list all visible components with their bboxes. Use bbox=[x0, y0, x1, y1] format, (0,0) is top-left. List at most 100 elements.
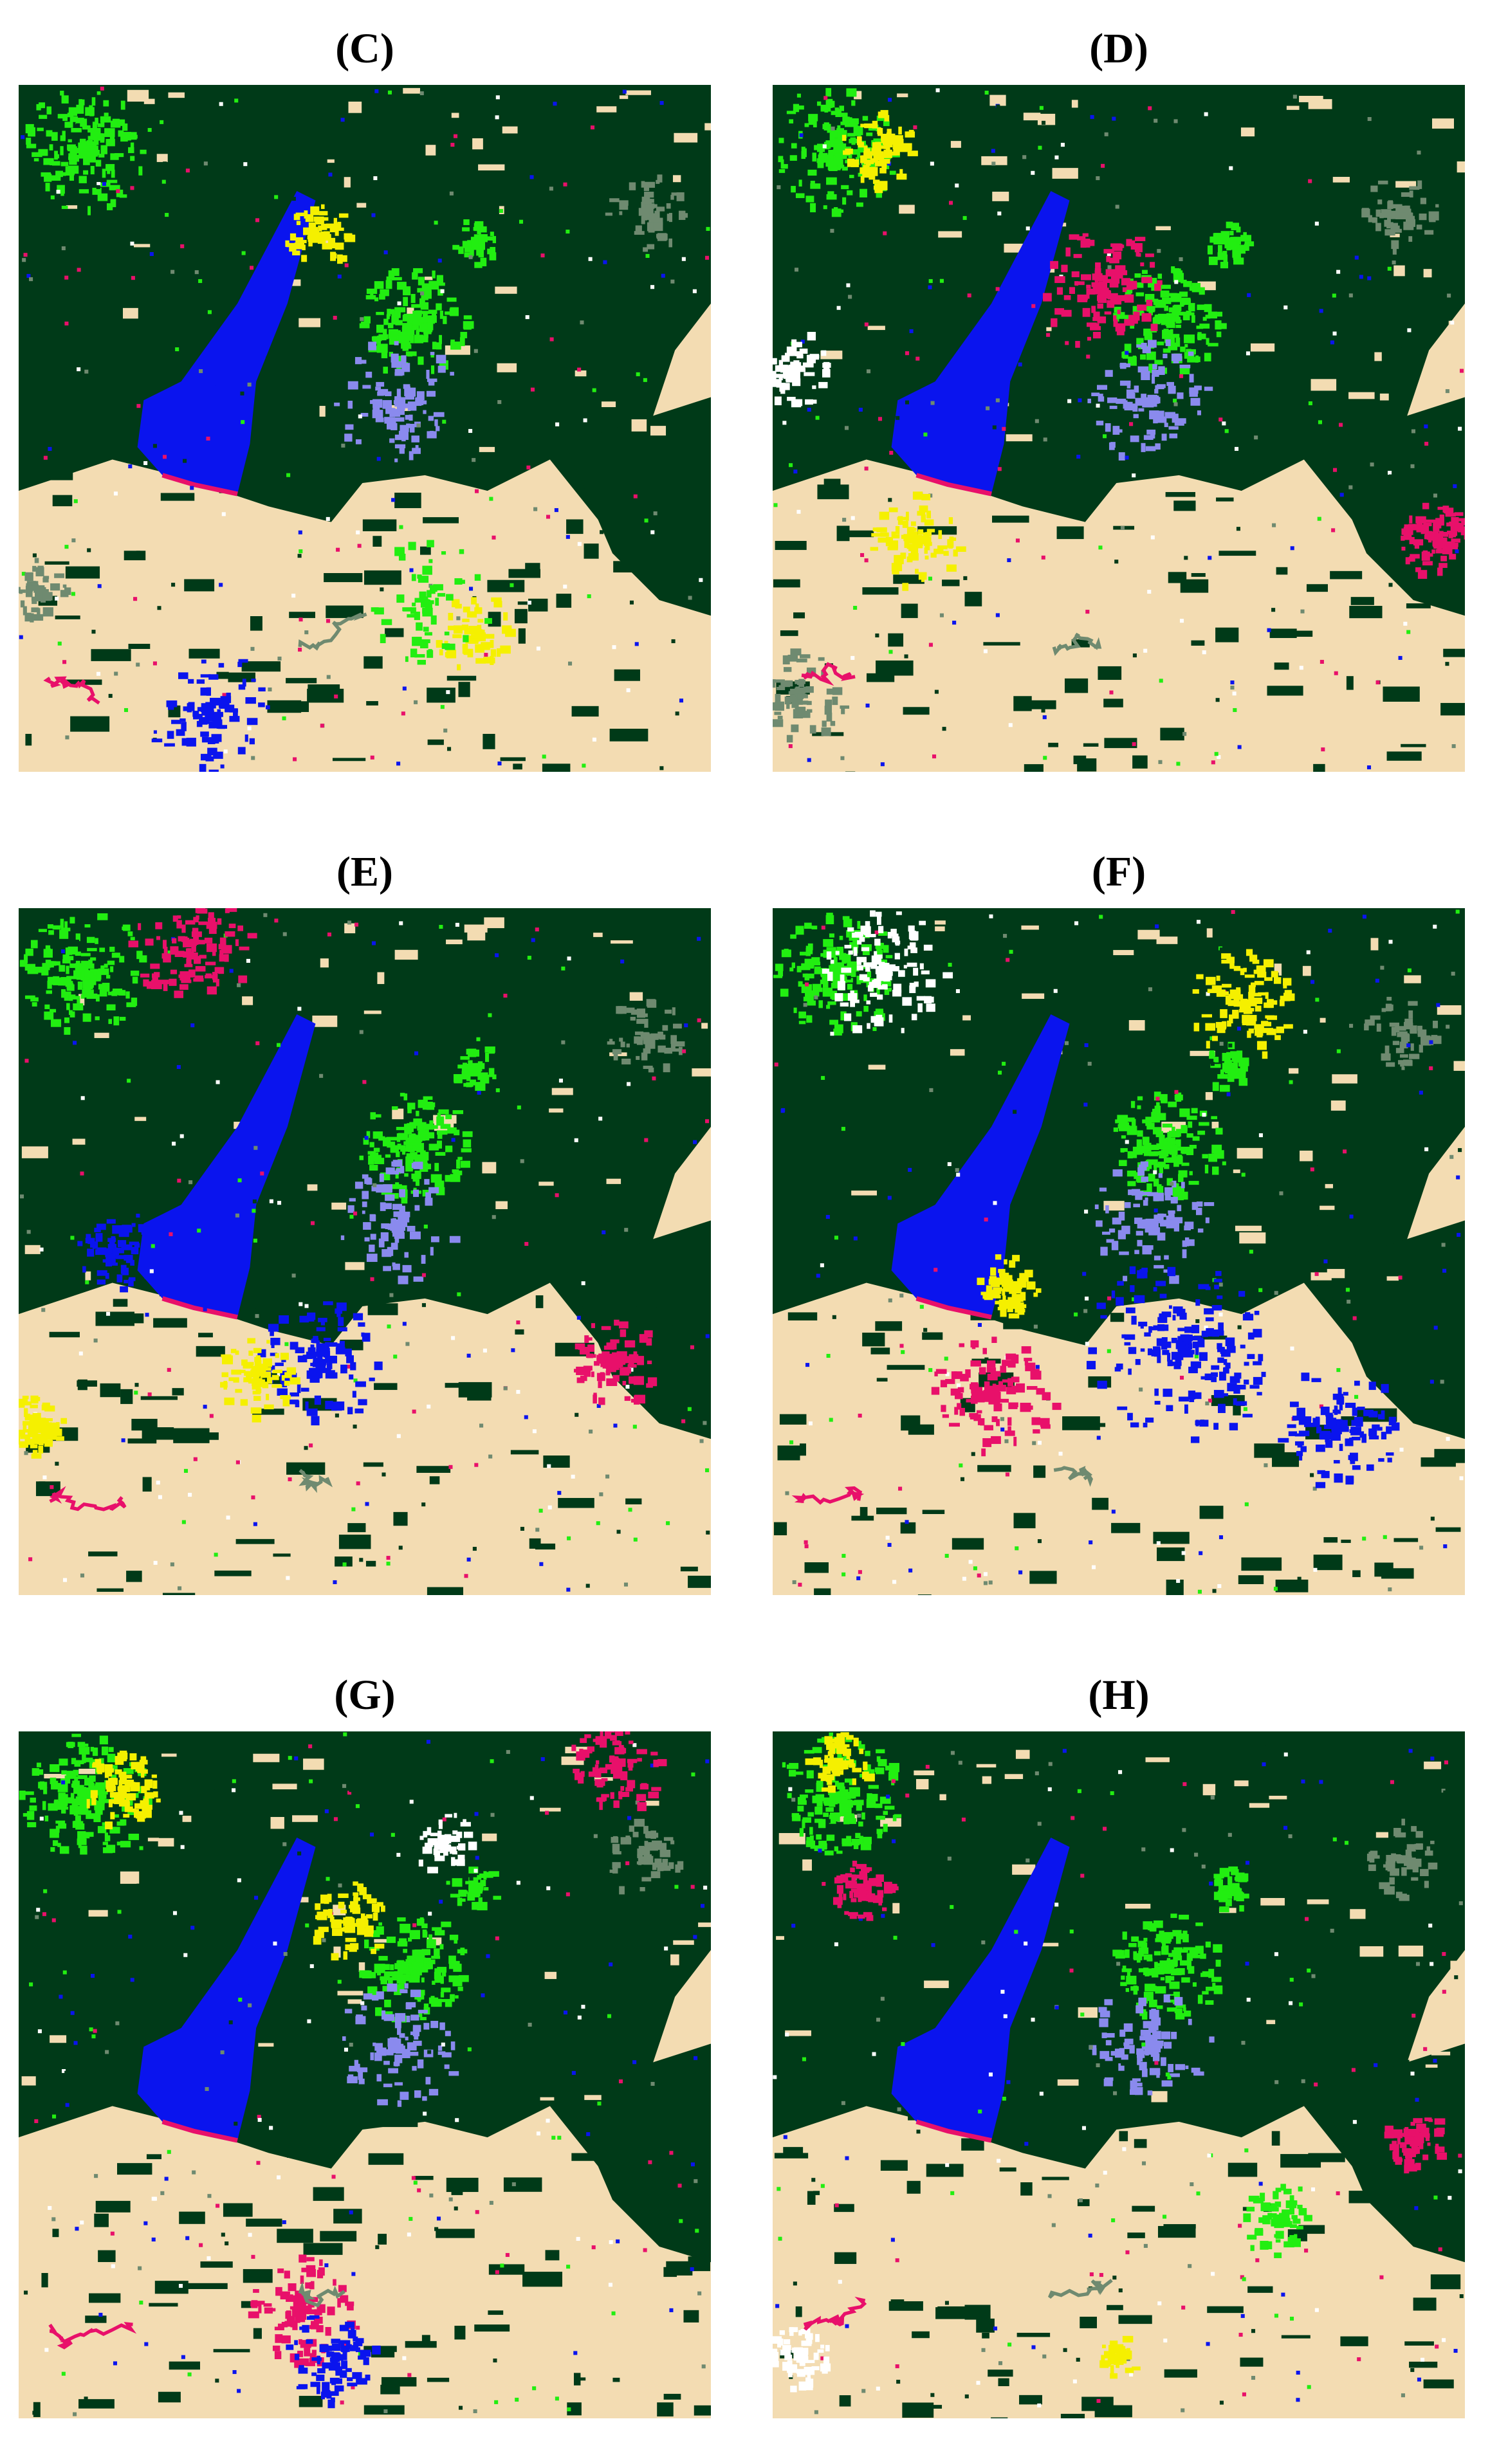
meadow bbox=[427, 322, 434, 331]
land-cover-pixel bbox=[1230, 680, 1235, 685]
clearing bbox=[407, 307, 414, 319]
class-patch bbox=[484, 634, 495, 639]
river bbox=[299, 1468, 333, 1493]
meadow bbox=[775, 963, 784, 971]
land-cover-pixel bbox=[1354, 1394, 1359, 1399]
meadow bbox=[1179, 291, 1188, 297]
settlement bbox=[376, 381, 385, 387]
land-cover-pixel bbox=[777, 185, 781, 190]
meadow bbox=[445, 1114, 452, 1120]
meadow bbox=[1172, 308, 1181, 316]
meadow bbox=[414, 1140, 419, 1149]
class-patch bbox=[1145, 253, 1154, 257]
land-cover-pixel bbox=[1125, 351, 1129, 355]
land-cover-pixel bbox=[690, 1345, 695, 1349]
meadow bbox=[842, 916, 850, 920]
class-patch bbox=[1442, 545, 1453, 554]
urban bbox=[1417, 180, 1422, 189]
land-cover-pixel bbox=[1147, 589, 1152, 594]
meadow bbox=[26, 143, 37, 149]
land-cover-pixel bbox=[858, 1413, 862, 1418]
meadow bbox=[373, 1147, 380, 1153]
meadow bbox=[849, 118, 859, 124]
forest-patch bbox=[779, 1414, 807, 1425]
class-patch bbox=[155, 922, 163, 929]
land-cover-pixel bbox=[342, 1562, 347, 1567]
land-cover-pixel bbox=[1184, 556, 1188, 560]
class-patch bbox=[210, 702, 216, 709]
class-patch bbox=[1440, 556, 1448, 561]
land-cover-pixel bbox=[703, 1421, 707, 1425]
class-patch bbox=[644, 1330, 653, 1338]
land-cover-pixel bbox=[1143, 648, 1148, 653]
meadow bbox=[834, 969, 845, 974]
class-patch bbox=[481, 642, 490, 650]
land-cover-pixel bbox=[252, 1199, 257, 1203]
meadow bbox=[427, 315, 437, 323]
class-patch bbox=[452, 599, 460, 608]
meadow bbox=[807, 943, 813, 951]
class-patch bbox=[490, 639, 494, 648]
meadow bbox=[416, 330, 420, 339]
clearing bbox=[692, 1068, 711, 1077]
class-patch bbox=[427, 540, 434, 547]
meadow bbox=[1172, 1186, 1181, 1196]
map-panel: (E) bbox=[19, 830, 711, 1595]
settlement bbox=[378, 1238, 385, 1248]
land-cover-pixel bbox=[284, 1342, 289, 1346]
forest-patch bbox=[1383, 686, 1420, 702]
class-patch bbox=[247, 1338, 255, 1344]
lake-shore bbox=[161, 1296, 238, 1320]
meadow bbox=[366, 288, 378, 295]
meadow bbox=[1236, 226, 1241, 233]
map bbox=[773, 908, 1465, 1595]
forest-patch bbox=[679, 531, 711, 536]
class-patch bbox=[238, 659, 248, 663]
class-patch bbox=[888, 1014, 893, 1023]
meadow bbox=[847, 132, 856, 137]
class-patch bbox=[867, 168, 873, 178]
land-cover-pixel bbox=[1460, 272, 1464, 277]
urban bbox=[1410, 1043, 1414, 1051]
forest-patch bbox=[347, 1523, 366, 1533]
class-patch bbox=[344, 233, 353, 240]
land-cover-pixel bbox=[136, 662, 140, 667]
meadow bbox=[1199, 287, 1205, 295]
meadow bbox=[116, 189, 124, 197]
meadow bbox=[61, 205, 68, 209]
land-cover-pixel bbox=[128, 464, 133, 469]
land-cover-pixel bbox=[297, 1007, 302, 1011]
class-patch bbox=[225, 931, 235, 937]
class-patch bbox=[243, 1364, 253, 1369]
class-patch bbox=[898, 970, 905, 977]
land-cover-pixel bbox=[896, 415, 900, 420]
class-patch bbox=[1082, 233, 1089, 237]
class-patch bbox=[28, 1424, 33, 1432]
land-cover-pixel bbox=[705, 1119, 710, 1124]
settlement bbox=[375, 417, 384, 423]
clearing bbox=[1205, 1091, 1213, 1100]
forest-patch bbox=[467, 1396, 492, 1401]
land-cover-pixel bbox=[1008, 334, 1013, 338]
land-cover-pixel bbox=[152, 444, 157, 448]
land-cover-pixel bbox=[804, 1544, 809, 1549]
land-cover-pixel bbox=[80, 1171, 84, 1176]
forest-patch bbox=[228, 672, 255, 682]
land-cover-pixel bbox=[1107, 1296, 1112, 1300]
land-cover-pixel bbox=[468, 428, 473, 433]
meadow bbox=[1208, 311, 1218, 319]
class-patch bbox=[1279, 999, 1285, 1007]
class-patch bbox=[121, 1244, 133, 1250]
meadow bbox=[397, 356, 402, 363]
clearing bbox=[538, 1182, 554, 1186]
class-patch bbox=[337, 255, 347, 262]
urban bbox=[609, 1039, 613, 1045]
land-cover-pixel bbox=[968, 1560, 973, 1564]
forest-patch bbox=[1098, 666, 1122, 680]
meadow bbox=[780, 989, 789, 997]
clearing bbox=[1206, 928, 1213, 938]
meadow bbox=[111, 120, 118, 127]
class-patch bbox=[288, 1400, 299, 1405]
class-patch bbox=[1237, 1001, 1240, 1007]
clearing bbox=[467, 930, 486, 941]
